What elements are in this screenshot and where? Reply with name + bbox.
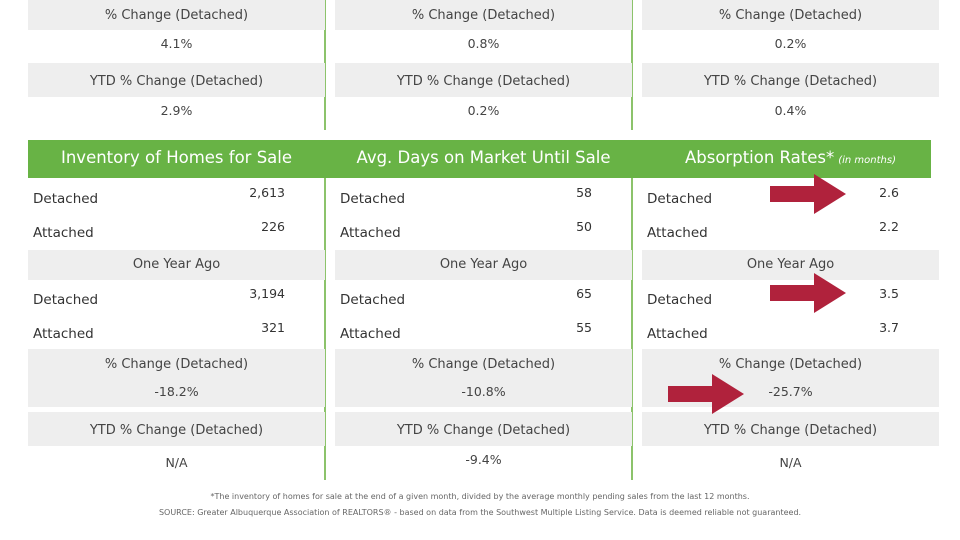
- pct-change-label: % Change (Detached): [104, 357, 249, 372]
- pct-change-panel: % Change (Detached) -18.2%: [28, 349, 325, 407]
- source-note: SOURCE: Greater Albuquerque Association …: [158, 508, 802, 517]
- pct-change-label: % Change (Detached): [718, 8, 863, 23]
- data-row: Detached 2.6: [647, 185, 899, 207]
- ytd-change-label: YTD % Change (Detached): [89, 74, 264, 89]
- data-row: Detached 65: [340, 286, 592, 308]
- data-row: Attached 321: [33, 320, 285, 342]
- column-divider: [631, 178, 633, 480]
- ytd-change-value: N/A: [779, 455, 802, 470]
- column-divider: [324, 0, 326, 130]
- pct-change-label: % Change (Detached): [718, 357, 863, 372]
- section-title-note: (in months): [838, 155, 896, 166]
- pct-change-panel: % Change (Detached) -10.8%: [335, 349, 632, 407]
- ytd-change-panel: YTD % Change (Detached): [642, 63, 939, 97]
- year-ago-label: One Year Ago: [132, 257, 221, 272]
- data-row: Attached 3.7: [647, 320, 899, 342]
- section-title-absorption: Absorption Rates* (in months): [684, 148, 896, 167]
- ytd-change-value: 2.9%: [160, 103, 193, 118]
- pct-change-label: % Change (Detached): [411, 8, 556, 23]
- ytd-change-panel: YTD % Change (Detached): [28, 63, 325, 97]
- ytd-change-panel: YTD % Change (Detached): [28, 412, 325, 446]
- footnote: *The inventory of homes for sale at the …: [210, 492, 750, 501]
- arrow-right-icon: [770, 273, 846, 313]
- data-row: Attached 50: [340, 219, 592, 241]
- section-title-inventory: Inventory of Homes for Sale: [60, 148, 293, 167]
- data-row: Detached 58: [340, 185, 592, 207]
- ytd-change-label: YTD % Change (Detached): [396, 74, 571, 89]
- column-divider: [324, 178, 326, 480]
- data-row: Detached 3,194: [33, 286, 285, 308]
- pct-change-value: 0.2%: [774, 36, 807, 51]
- pct-change-panel: % Change (Detached): [642, 0, 939, 30]
- year-ago-label: One Year Ago: [746, 257, 835, 272]
- pct-change-panel: % Change (Detached): [28, 0, 325, 30]
- pct-change-value: -10.8%: [461, 384, 506, 399]
- ytd-change-value: 0.4%: [774, 103, 807, 118]
- ytd-change-panel: YTD % Change (Detached): [335, 412, 632, 446]
- ytd-change-panel: YTD % Change (Detached): [642, 412, 939, 446]
- year-ago-label: One Year Ago: [439, 257, 528, 272]
- pct-change-value: -18.2%: [154, 384, 199, 399]
- ytd-change-label: YTD % Change (Detached): [396, 423, 571, 438]
- data-row: Attached 55: [340, 320, 592, 342]
- data-row: Attached 2.2: [647, 219, 899, 241]
- pct-change-label: % Change (Detached): [104, 8, 249, 23]
- arrow-right-icon: [770, 174, 846, 214]
- column-divider: [631, 0, 633, 130]
- year-ago-panel: One Year Ago: [28, 250, 325, 280]
- ytd-change-panel: YTD % Change (Detached): [335, 63, 632, 97]
- ytd-change-value: -9.4%: [465, 452, 502, 467]
- ytd-change-label: YTD % Change (Detached): [703, 423, 878, 438]
- pct-change-value: -25.7%: [768, 384, 813, 399]
- ytd-change-value: N/A: [165, 455, 188, 470]
- section-header-bar: Inventory of Homes for Sale Avg. Days on…: [28, 140, 931, 178]
- year-ago-panel: One Year Ago: [335, 250, 632, 280]
- data-row: Detached 3.5: [647, 286, 899, 308]
- ytd-change-value: 0.2%: [467, 103, 500, 118]
- ytd-change-label: YTD % Change (Detached): [89, 423, 264, 438]
- ytd-change-label: YTD % Change (Detached): [703, 74, 878, 89]
- pct-change-value: 4.1%: [160, 36, 193, 51]
- year-ago-panel: One Year Ago: [642, 250, 939, 280]
- data-row: Attached 226: [33, 219, 285, 241]
- pct-change-value: 0.8%: [467, 36, 500, 51]
- section-title-days: Avg. Days on Market Until Sale: [356, 148, 611, 167]
- pct-change-panel: % Change (Detached): [335, 0, 632, 30]
- data-row: Detached 2,613: [33, 185, 285, 207]
- pct-change-label: % Change (Detached): [411, 357, 556, 372]
- arrow-right-icon: [668, 374, 744, 414]
